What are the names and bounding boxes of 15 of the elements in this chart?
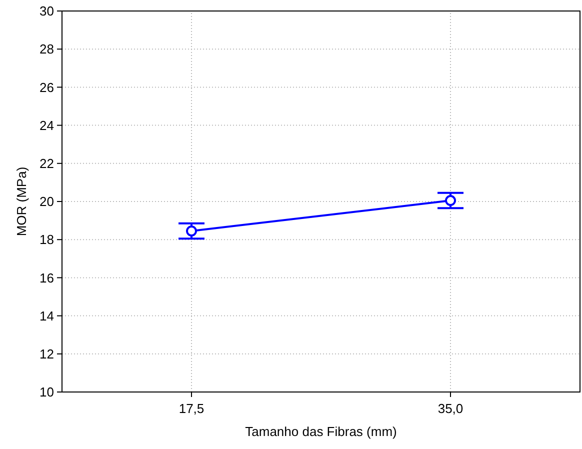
y-tick-label: 24 bbox=[40, 118, 54, 133]
x-tick-label: 35,0 bbox=[438, 401, 464, 416]
y-tick-label: 26 bbox=[40, 80, 54, 95]
x-axis-title: Tamanho das Fibras (mm) bbox=[245, 424, 397, 439]
y-tick-label: 18 bbox=[40, 232, 54, 248]
y-tick-label: 28 bbox=[40, 42, 54, 57]
y-tick-label: 30 bbox=[40, 4, 54, 19]
y-tick-label: 10 bbox=[40, 384, 54, 400]
y-tick-label: 20 bbox=[40, 194, 54, 210]
y-tick-label: 14 bbox=[40, 308, 54, 324]
y-tick-label: 12 bbox=[40, 346, 54, 362]
y-axis-title: MOR (MPa) bbox=[14, 166, 29, 236]
y-tick-label: 22 bbox=[40, 156, 54, 171]
x-tick-label: 17,5 bbox=[178, 401, 204, 416]
y-tick-label: 16 bbox=[40, 270, 54, 286]
